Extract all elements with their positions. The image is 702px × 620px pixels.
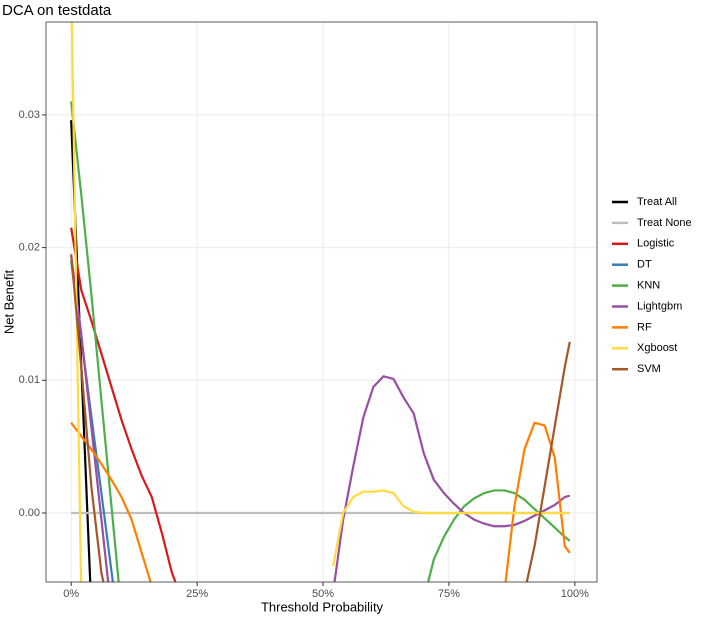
y-tick-label: 0.00: [19, 507, 40, 519]
legend-label: RF: [637, 321, 652, 333]
grid: [46, 22, 597, 582]
legend-label: Xgboost: [637, 342, 677, 354]
series-line: [70, 254, 571, 582]
legend-label: SVM: [637, 363, 661, 375]
legend-label: Lightgbm: [637, 300, 682, 312]
series-line: [70, 421, 571, 582]
x-tick-label: 0%: [63, 588, 79, 600]
series-line: [70, 227, 177, 582]
x-tick-label: 100%: [561, 588, 589, 600]
lines: [70, 22, 571, 582]
legend-label: DT: [637, 259, 652, 271]
x-axis-title: Threshold Probability: [261, 599, 384, 614]
legend-label: KNN: [637, 280, 660, 292]
legend-label: Treat None: [637, 217, 692, 229]
y-tick-label: 0.01: [19, 374, 40, 386]
axes: 0.00 0.01 0.02 0.03 0% 25% 50% 75% 100%: [19, 109, 590, 600]
y-tick-label: 0.02: [19, 241, 40, 253]
plot-panel: [46, 22, 597, 582]
legend-label: Treat All: [637, 196, 677, 208]
y-tick-label: 0.03: [19, 109, 40, 121]
plot-border: [45, 21, 598, 583]
series-line: [70, 22, 570, 582]
chart-title: DCA on testdata: [2, 2, 112, 19]
x-tick-label: 25%: [186, 588, 208, 600]
x-tick-label: 75%: [438, 588, 460, 600]
series-line: [70, 101, 571, 582]
legend-label: Logistic: [637, 238, 675, 250]
x-tick-label: 50%: [312, 588, 334, 600]
series-line: [70, 255, 571, 582]
legend: Treat All Treat None Logistic DT KNN Lightgbm…: [612, 196, 692, 375]
y-axis-title: Net Benefit: [1, 269, 16, 334]
